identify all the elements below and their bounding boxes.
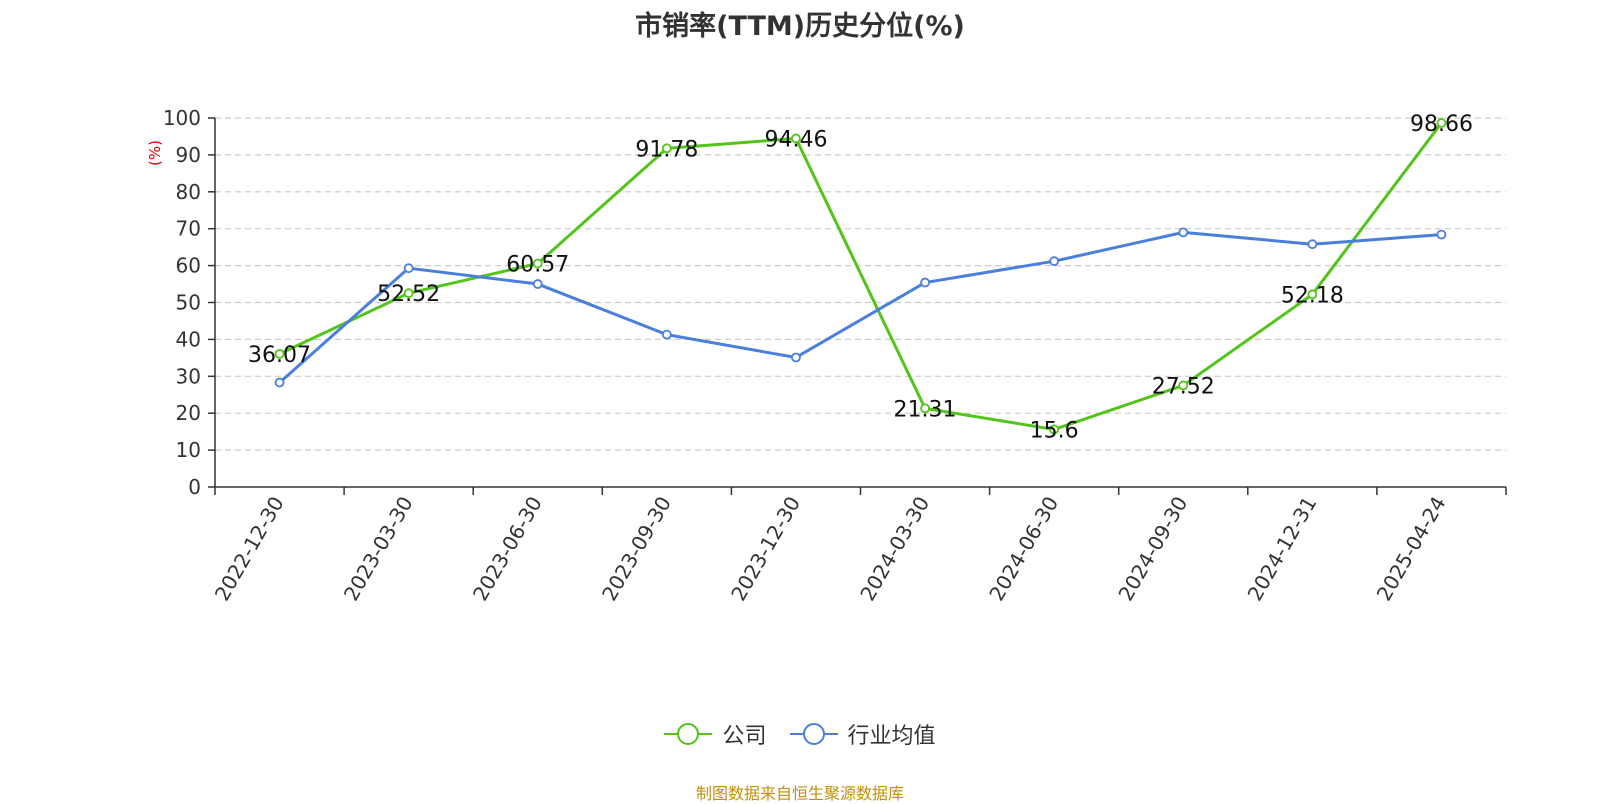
data-label: 98.66 (1410, 112, 1473, 137)
data-point-industry (532, 279, 543, 289)
x-tick-label: 2024-06-30 (984, 492, 1063, 605)
y-tick-label: 90 (176, 143, 201, 167)
y-tick-label: 50 (176, 291, 201, 315)
y-tick-label: 60 (176, 254, 201, 278)
y-tick-label: 40 (176, 327, 201, 351)
x-tick-label: 2023-03-30 (339, 492, 418, 605)
series-lines (278, 122, 1443, 431)
y-tick-label: 100 (163, 106, 201, 130)
series-line-industry (278, 230, 1442, 384)
data-point-industry (1178, 227, 1189, 238)
y-tick-label: 20 (176, 401, 201, 425)
chart-title: 市销率(TTM)历史分位(%) (635, 11, 965, 42)
data-point-company (791, 133, 801, 144)
x-tick-label: 2024-09-30 (1113, 492, 1192, 605)
x-tick-label: 2024-12-31 (1243, 492, 1322, 605)
y-tick-label: 30 (176, 364, 201, 388)
data-point-company (920, 403, 930, 414)
data-labels: 36.07 52.52 60.57 91.78 94.46 21.31 15.6 27.52 5… (248, 112, 1473, 443)
x-tick-label: 2023-09-30 (597, 492, 676, 605)
source-note: 制图数据来自恒生聚源数据库 (695, 784, 904, 803)
grid-lines (215, 117, 1506, 451)
data-point-company (661, 143, 672, 154)
data-label: 60.57 (506, 252, 569, 277)
x-tick-label: 2023-12-30 (726, 492, 805, 605)
y-tick-label: 80 (176, 180, 201, 204)
data-label: 36.07 (248, 343, 311, 368)
data-point-company (1049, 424, 1060, 435)
legend-marker-industry (789, 723, 838, 745)
x-tick-label: 2022-12-30 (210, 492, 289, 605)
y-tick-label: 70 (176, 217, 201, 241)
data-point-company (1307, 289, 1318, 300)
axes: 0 10 20 30 40 50 60 70 80 90 100 (%) 2022-12-30 2023-… (146, 106, 1507, 605)
data-label: 94.46 (764, 127, 827, 152)
data-points (274, 118, 1447, 435)
legend-label-industry: 行业均值 (847, 724, 936, 749)
x-tick-label: 2023-06-30 (468, 492, 547, 605)
data-label: 52.52 (377, 282, 440, 307)
legend: 公司 行业均值 (0, 718, 1600, 752)
data-label: 52.18 (1281, 283, 1344, 308)
y-tick-label: 0 (188, 475, 201, 499)
series-line-company (278, 122, 1443, 431)
y-tick-label: 10 (176, 438, 201, 462)
data-label: 21.31 (894, 397, 957, 422)
legend-item-industry[interactable]: 行业均值 (789, 718, 936, 750)
data-point-company (1436, 118, 1447, 128)
y-axis-label: (%) (146, 140, 164, 166)
legend-marker-company (664, 723, 713, 745)
data-label: 27.52 (1152, 374, 1215, 399)
data-point-industry (403, 263, 414, 274)
data-point-industry (920, 277, 930, 288)
legend-label-company: 公司 (722, 724, 767, 749)
data-point-company (532, 258, 543, 269)
data-point-industry (1307, 239, 1318, 250)
x-tick-label: 2025-04-24 (1372, 492, 1451, 605)
data-point-industry (274, 377, 285, 388)
data-point-company (274, 349, 285, 359)
data-point-industry (791, 352, 801, 363)
data-point-industry (1049, 256, 1060, 267)
x-tick-label: 2024-03-30 (855, 492, 934, 605)
data-label: 91.78 (635, 137, 698, 162)
data-label: 15.6 (1030, 418, 1079, 443)
legend-item-company[interactable]: 公司 (664, 718, 767, 750)
data-point-industry (1436, 229, 1447, 240)
data-point-company (403, 288, 414, 299)
data-point-industry (661, 329, 672, 340)
data-point-company (1178, 380, 1189, 391)
